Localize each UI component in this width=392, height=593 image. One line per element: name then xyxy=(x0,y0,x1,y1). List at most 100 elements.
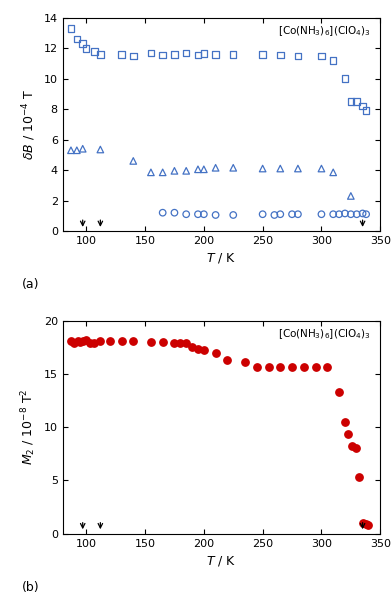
Point xyxy=(230,211,236,220)
Point xyxy=(342,417,348,426)
Point xyxy=(345,429,352,438)
Point xyxy=(80,39,86,49)
Point xyxy=(68,336,74,346)
Point xyxy=(318,209,325,219)
Point xyxy=(295,164,301,173)
Point xyxy=(83,43,89,53)
Point xyxy=(160,208,166,218)
Point xyxy=(75,336,81,346)
Point xyxy=(201,346,207,355)
Point xyxy=(130,336,136,346)
Point xyxy=(348,209,354,219)
Point xyxy=(342,74,348,84)
Point xyxy=(359,518,366,528)
Point xyxy=(242,358,248,367)
Point xyxy=(171,208,178,218)
Point xyxy=(212,348,219,358)
Point xyxy=(87,338,93,347)
X-axis label: $T$ / K: $T$ / K xyxy=(206,554,237,568)
Text: (a): (a) xyxy=(22,278,39,291)
Point xyxy=(201,165,207,174)
Point xyxy=(354,97,360,106)
Point xyxy=(260,50,266,59)
Point xyxy=(160,168,166,177)
Y-axis label: $M_2$ / 10$^{-8}$ T$^2$: $M_2$ / 10$^{-8}$ T$^2$ xyxy=(20,389,38,466)
Point xyxy=(148,337,154,346)
Point xyxy=(97,336,103,346)
Point xyxy=(77,337,83,346)
Point xyxy=(80,336,86,346)
Point xyxy=(365,521,372,530)
Point xyxy=(195,165,201,174)
Point xyxy=(74,34,80,44)
Point xyxy=(183,48,189,58)
Point xyxy=(195,345,201,354)
Point xyxy=(212,50,219,59)
Point xyxy=(230,163,236,173)
Point xyxy=(349,442,355,451)
Point xyxy=(148,168,154,177)
Point xyxy=(148,48,154,58)
Point xyxy=(342,209,348,218)
Point xyxy=(271,211,278,220)
Point xyxy=(359,101,366,111)
Point xyxy=(68,145,74,155)
Y-axis label: $\delta B$ / 10$^{-4}$ T: $\delta B$ / 10$^{-4}$ T xyxy=(20,89,38,160)
Point xyxy=(363,519,369,529)
Point xyxy=(189,342,195,352)
Point xyxy=(318,164,325,173)
Point xyxy=(336,209,342,219)
Point xyxy=(91,338,98,347)
Point xyxy=(348,191,354,200)
Point xyxy=(289,362,295,372)
Point xyxy=(171,339,178,348)
Point xyxy=(118,336,125,346)
Point xyxy=(224,355,230,365)
Point xyxy=(318,51,325,60)
Point xyxy=(336,387,342,397)
Point xyxy=(160,337,166,346)
Point xyxy=(212,163,219,173)
Point xyxy=(295,209,301,219)
Point xyxy=(68,24,74,33)
Point xyxy=(80,144,86,154)
Point xyxy=(295,51,301,60)
Point xyxy=(277,164,283,173)
Point xyxy=(348,97,354,106)
Point xyxy=(183,209,189,219)
Point xyxy=(277,363,283,372)
Point xyxy=(359,209,366,218)
Point xyxy=(212,211,219,220)
Point xyxy=(301,362,307,372)
Point xyxy=(277,50,283,60)
Point xyxy=(107,337,113,346)
Point xyxy=(363,209,369,219)
Point xyxy=(74,145,80,155)
Point xyxy=(171,166,178,176)
Point xyxy=(289,209,295,219)
Point xyxy=(330,168,336,177)
Point xyxy=(171,50,178,59)
Point xyxy=(260,164,266,173)
Point xyxy=(230,50,236,59)
Point xyxy=(363,106,369,116)
Text: [Co(NH$_3$)$_6$](ClO$_4$)$_3$: [Co(NH$_3$)$_6$](ClO$_4$)$_3$ xyxy=(278,327,371,341)
Point xyxy=(201,209,207,219)
X-axis label: $T$ / K: $T$ / K xyxy=(206,251,237,266)
Point xyxy=(254,363,260,372)
Point xyxy=(330,209,336,219)
Point xyxy=(160,50,166,60)
Point xyxy=(83,335,89,345)
Point xyxy=(277,209,283,219)
Point xyxy=(71,338,78,347)
Point xyxy=(118,50,125,59)
Point xyxy=(177,338,183,347)
Point xyxy=(130,51,136,60)
Point xyxy=(97,50,103,59)
Point xyxy=(97,145,103,154)
Text: (b): (b) xyxy=(22,581,39,593)
Point xyxy=(91,46,98,56)
Point xyxy=(260,209,266,219)
Point xyxy=(324,363,330,372)
Point xyxy=(356,473,362,482)
